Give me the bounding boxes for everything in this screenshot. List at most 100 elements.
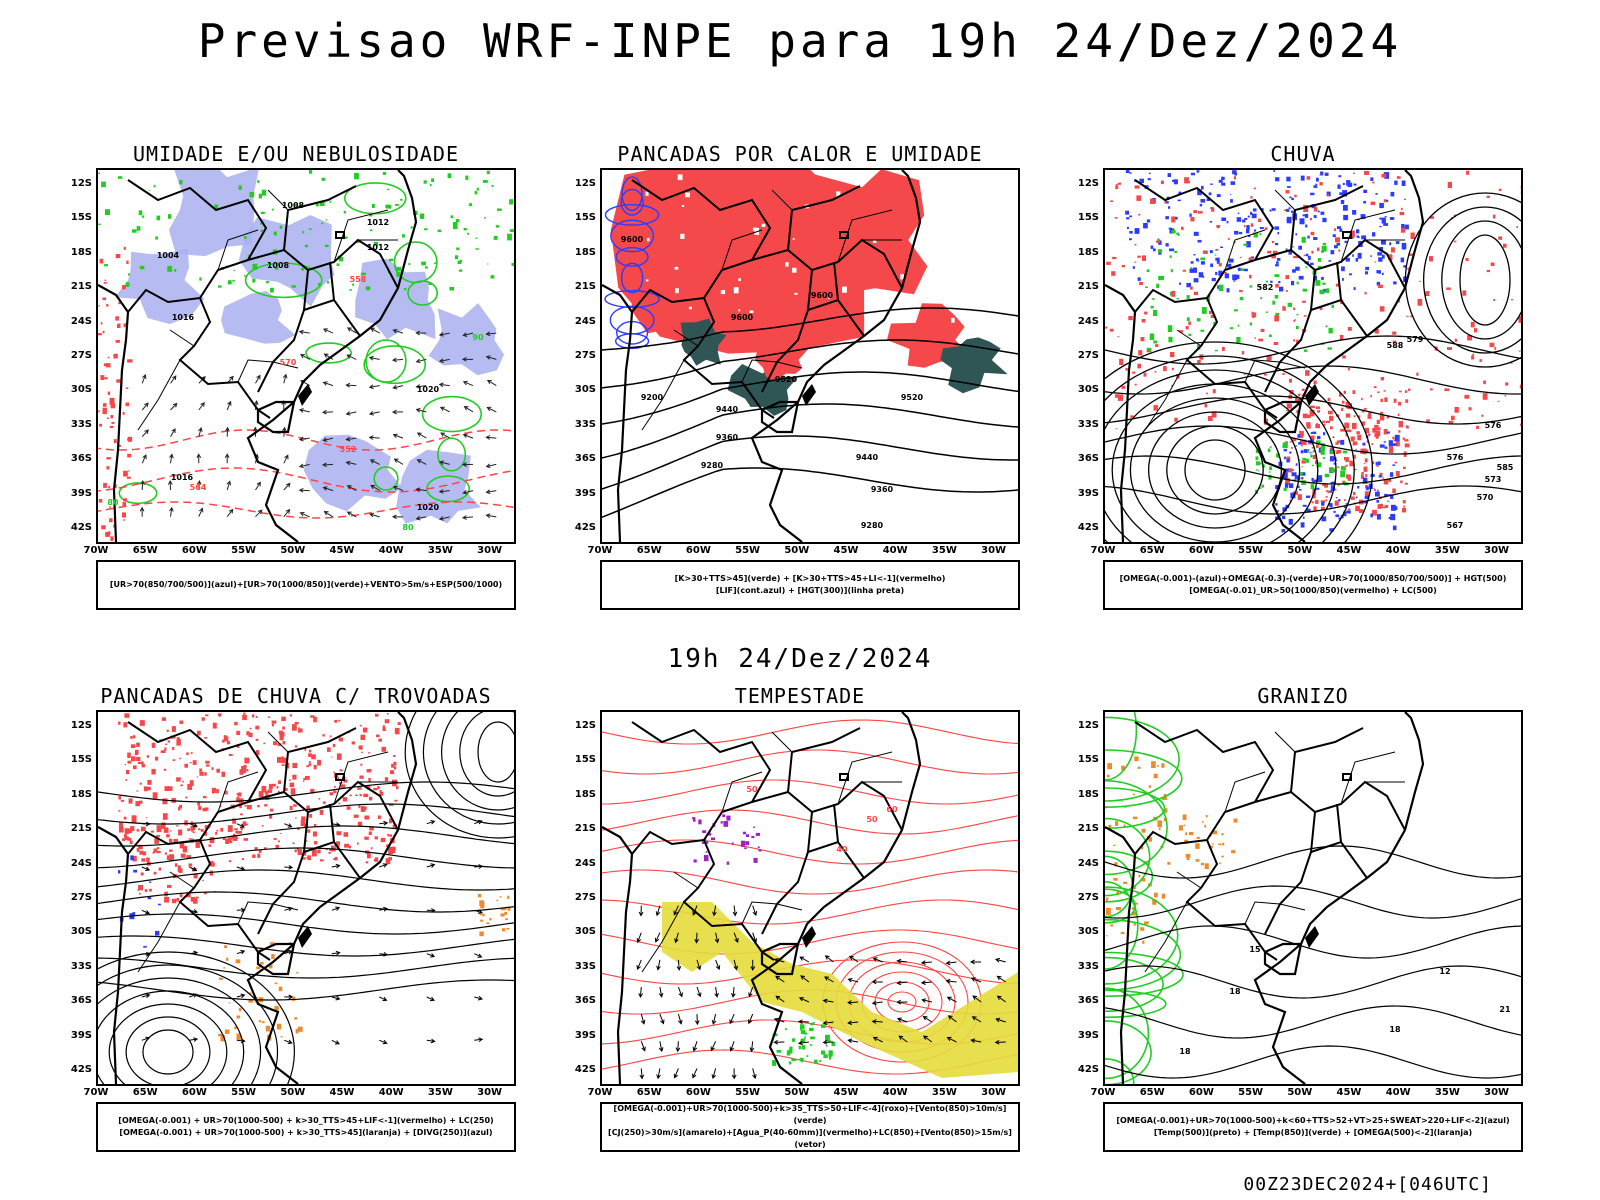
thunderstorm-red-area <box>279 833 282 834</box>
wind-vector <box>461 515 474 520</box>
omega-blue-area <box>1178 234 1180 236</box>
humidity-blue-area <box>221 291 296 344</box>
omega-blue-area <box>1277 231 1280 235</box>
omega-orange-area <box>1134 756 1139 762</box>
green-humidity-contour <box>98 223 101 225</box>
rain-red-area <box>1403 466 1406 469</box>
contour-label: 576 <box>1447 453 1464 462</box>
rain-red-area <box>1171 216 1176 223</box>
shower-orange-area <box>248 1000 253 1003</box>
omega-orange-area <box>1110 924 1114 927</box>
rain-red-area <box>1251 311 1254 313</box>
rain-red-area <box>1393 439 1396 442</box>
omega-orange-area <box>1137 766 1141 769</box>
rain-red-area <box>1292 246 1294 248</box>
wind-vector <box>920 980 932 985</box>
rain-red-area <box>1492 214 1496 219</box>
omega-blue-area <box>1186 282 1191 288</box>
red-thickness-dots <box>98 410 100 413</box>
omega-strong-green-area <box>1152 298 1155 301</box>
rain-red-area <box>1273 250 1278 256</box>
omega-strong-green-area <box>1240 268 1244 271</box>
thunderstorm-red-area <box>212 792 214 794</box>
lat-label: 39S <box>1077 1029 1099 1041</box>
lat-label: 24S <box>574 857 596 869</box>
rain-red-area <box>1377 391 1380 393</box>
lat-label: 15S <box>70 754 92 766</box>
lon-label: 55W <box>231 1087 257 1098</box>
omega-blue-area <box>1356 235 1360 238</box>
thunderstorm-red-area <box>368 752 371 754</box>
wind-vector <box>298 436 310 442</box>
wind-vector <box>196 479 202 491</box>
rain-red-area <box>1315 499 1319 504</box>
shower-orange-area <box>268 964 273 969</box>
cloud-gap <box>970 226 975 230</box>
omega-orange-area <box>1153 773 1158 779</box>
wind-vector <box>322 437 334 442</box>
strong-wind-green-area <box>800 1029 802 1031</box>
map-canvas: 9600960096009520952094409440936093609280… <box>602 170 1018 542</box>
omega-blue-area <box>1384 199 1389 202</box>
shower-orange-area <box>223 967 226 969</box>
thunderstorm-red-area <box>156 850 161 854</box>
wind-vector <box>656 959 661 971</box>
lon-label: 55W <box>1238 545 1264 556</box>
wind-vector <box>462 433 474 439</box>
red-thickness-dots <box>113 524 116 528</box>
shower-orange-area <box>479 931 484 937</box>
omega-blue-area <box>1357 252 1362 259</box>
rain-red-area <box>1271 253 1277 259</box>
lifted-index-contour <box>615 247 649 267</box>
rain-red-area <box>1335 283 1340 287</box>
rain-red-area <box>1303 204 1309 212</box>
rain-red-area <box>1202 250 1208 254</box>
green-humidity-contour <box>260 229 264 233</box>
thunderstorm-red-area <box>139 850 144 855</box>
coastline <box>1105 712 1425 1084</box>
map-frame-umidade-e-ou-nebulosidade: 1008 1008 1012 1016 1020 1020 1012 1004 1016 570 5… <box>96 168 516 544</box>
thunderstorm-red-area <box>184 820 188 826</box>
geopotential-contour <box>602 435 1018 490</box>
thunderstorm-red-area <box>330 756 333 758</box>
rain-red-area <box>1319 307 1323 311</box>
thunderstorm-red-area <box>180 784 183 787</box>
omega-strong-green-area <box>1302 457 1307 461</box>
rain-red-area <box>1138 213 1141 216</box>
thunderstorm-red-area <box>172 759 176 761</box>
wind-vector <box>675 1041 681 1053</box>
contour-label: 9360 <box>716 433 739 442</box>
thunderstorm-red-area <box>127 760 132 764</box>
geopotential-contour <box>602 307 1018 351</box>
omega-blue-area <box>1250 211 1253 215</box>
omega-orange-area <box>1178 825 1183 831</box>
red-thickness-dots <box>106 363 111 368</box>
jet-stream-yellow-area <box>662 902 1018 1078</box>
thunderstorm-red-area <box>281 716 286 721</box>
omega-blue-area <box>1285 470 1288 473</box>
rain-red-area <box>1362 475 1364 479</box>
rain-red-area <box>1471 355 1475 360</box>
omega-orange-area <box>1201 862 1205 866</box>
green-humidity-contour <box>507 233 512 241</box>
omega-strong-green-area <box>1214 349 1218 352</box>
omega-blue-area <box>1370 513 1373 518</box>
contour-label: 18 <box>1389 1025 1401 1034</box>
wind-vector <box>345 460 357 466</box>
thunderstorm-red-area <box>135 801 140 807</box>
thunderstorm-red-area <box>254 847 258 851</box>
severe-storm-purple-area <box>742 831 747 835</box>
thickness-contour-dashed <box>98 501 514 519</box>
thunderstorm-red-area <box>311 849 317 857</box>
thunderstorm-red-area <box>252 854 256 858</box>
rain-red-area <box>1211 207 1215 212</box>
wind-vector <box>872 957 883 963</box>
green-humidity-contour <box>155 236 158 240</box>
omega-blue-area <box>1198 272 1204 278</box>
rain-red-area <box>1115 184 1118 187</box>
omega-blue-area <box>1321 250 1324 253</box>
lon-label: 70W <box>83 1087 109 1098</box>
rain-red-area <box>1321 506 1325 511</box>
omega-orange-area <box>1167 862 1171 865</box>
lon-label: 35W <box>427 545 453 556</box>
